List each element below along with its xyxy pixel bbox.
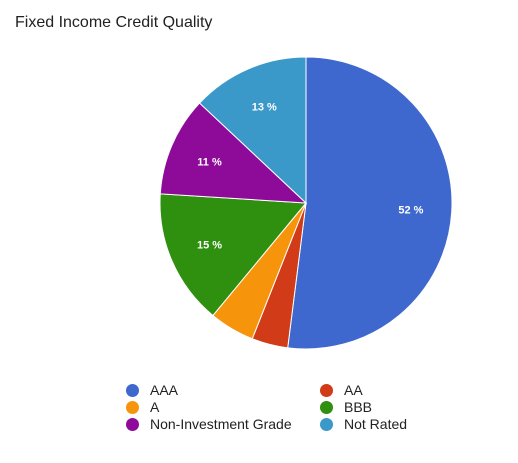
pie-chart: 52 % 15 % 11 % 13 % xyxy=(159,56,453,350)
pie-slice-bbb[interactable] xyxy=(159,193,308,317)
legend-item-aa[interactable]: AA xyxy=(320,382,363,398)
legend-swatch xyxy=(126,400,139,414)
legend-swatch xyxy=(126,417,139,431)
legend-label: AAA xyxy=(150,382,179,398)
legend-item-not-rated[interactable]: Not Rated xyxy=(320,416,407,432)
chart-title: Fixed Income Credit Quality xyxy=(15,14,213,31)
legend-item-aaa[interactable]: AAA xyxy=(126,382,178,398)
legend-label: AA xyxy=(344,382,363,398)
legend-item-a[interactable]: A xyxy=(126,399,159,415)
legend-label: Non-Investment Grade xyxy=(150,416,292,432)
data-label-bbb: 15 % xyxy=(197,240,222,252)
pie-slice-not-rated[interactable] xyxy=(198,56,307,205)
legend-item-bbb[interactable]: BBB xyxy=(320,399,372,415)
legend-swatch xyxy=(126,383,139,397)
data-label-aaa: 52 % xyxy=(398,205,423,217)
pie-slice-non-investment-grade[interactable] xyxy=(159,102,308,204)
legend-label: Not Rated xyxy=(344,416,408,432)
data-label-non-investment-grade: 11 % xyxy=(197,156,222,168)
data-label-not-rated: 13 % xyxy=(252,102,277,114)
legend-swatch xyxy=(320,417,333,431)
legend-item-non-investment-grade[interactable]: Non-Investment Grade xyxy=(126,416,292,432)
legend-label: A xyxy=(150,399,160,415)
legend-swatch xyxy=(320,400,333,414)
legend-swatch xyxy=(320,383,333,397)
legend-label: BBB xyxy=(344,399,373,415)
pie-slice-aaa[interactable] xyxy=(287,56,453,350)
